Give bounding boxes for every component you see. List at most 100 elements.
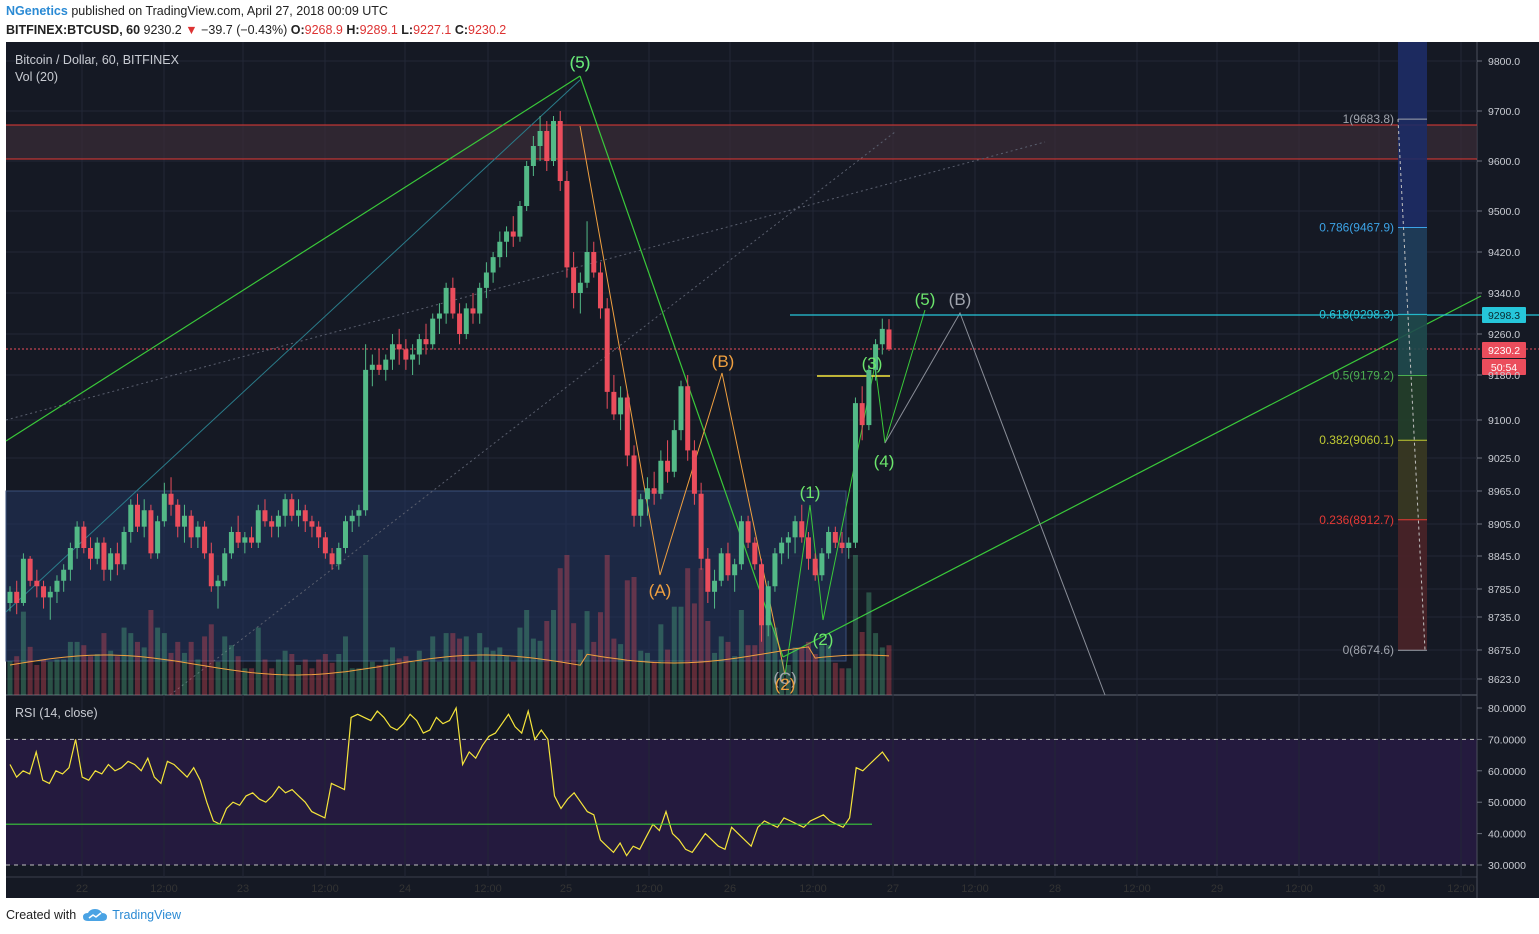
volume-bar bbox=[571, 623, 577, 695]
volume-bar bbox=[718, 636, 724, 695]
candle-body bbox=[41, 586, 47, 598]
candle-body bbox=[671, 430, 677, 472]
volume-bar bbox=[873, 633, 879, 695]
volume-bar bbox=[208, 624, 214, 695]
candle-body bbox=[544, 131, 550, 161]
volume-bar bbox=[329, 662, 335, 695]
volume-bar bbox=[597, 612, 603, 695]
volume-bar bbox=[20, 611, 26, 695]
wave-label: (B) bbox=[712, 352, 735, 371]
candle-body bbox=[698, 493, 704, 559]
volume-bar bbox=[691, 603, 697, 695]
volume-bar bbox=[141, 647, 147, 695]
candle-body bbox=[631, 455, 637, 516]
candle-body bbox=[530, 146, 536, 166]
volume-bar bbox=[155, 627, 161, 695]
candle-body bbox=[309, 521, 315, 527]
rsi-tick-label: 70.0000 bbox=[1488, 734, 1526, 746]
tradingview-link[interactable]: TradingView bbox=[82, 908, 181, 922]
candle-body bbox=[785, 537, 791, 543]
volume-bar bbox=[443, 633, 449, 695]
candle-body bbox=[389, 344, 395, 360]
x-tick-label: 12:00 bbox=[474, 883, 502, 895]
volume-bar bbox=[779, 659, 785, 695]
candle-body bbox=[329, 553, 335, 565]
candle-body bbox=[457, 313, 463, 334]
wave-label: (3) bbox=[862, 354, 883, 373]
rsi-tick-label: 40.0000 bbox=[1488, 829, 1526, 841]
x-tick-label: 24 bbox=[399, 883, 411, 895]
tradingview-cloud-icon bbox=[83, 909, 108, 921]
volume-bar bbox=[54, 659, 60, 695]
author-link[interactable]: NGenetics bbox=[6, 4, 68, 18]
candle-body bbox=[638, 499, 644, 516]
candle-body bbox=[396, 344, 402, 350]
volume-bar bbox=[470, 661, 476, 695]
volume-bar bbox=[262, 659, 268, 695]
volume-bar bbox=[161, 633, 167, 695]
candle-body bbox=[376, 364, 382, 370]
candle-body bbox=[363, 369, 369, 511]
candle-body bbox=[54, 580, 60, 592]
volume-bar bbox=[47, 661, 53, 695]
candle-body bbox=[282, 499, 288, 516]
volume-bar bbox=[624, 580, 630, 695]
candle-body bbox=[215, 580, 221, 587]
volume-bar bbox=[188, 641, 194, 695]
candle-body bbox=[812, 558, 818, 576]
candle-body bbox=[752, 542, 758, 565]
price-tick-label: 9340.0 bbox=[1488, 288, 1520, 300]
candle-body bbox=[725, 553, 731, 576]
volume-bar bbox=[671, 606, 677, 695]
price-tick-label: 9800.0 bbox=[1488, 56, 1520, 68]
candle-body bbox=[208, 553, 214, 587]
symbol-header: BITFINEX:BTCUSD, 60 9230.2 ▼ −39.7 (−0.4… bbox=[6, 23, 506, 37]
volume-bar bbox=[819, 645, 825, 695]
candle-body bbox=[859, 403, 865, 426]
close-value: 9230.2 bbox=[468, 23, 507, 37]
volume-bar bbox=[544, 621, 550, 695]
wave-label: (4) bbox=[874, 452, 895, 471]
fib-band bbox=[1398, 519, 1427, 651]
volume-bar bbox=[839, 668, 845, 695]
wave-label: (2) bbox=[813, 630, 834, 649]
created-with: Created with bbox=[6, 908, 77, 922]
candle-body bbox=[832, 532, 838, 543]
volume-bar bbox=[651, 661, 657, 695]
chart-canvas[interactable]: 1(9683.8) 0.786(9467.9) 0.618(9298.3) 0.5(9… bbox=[0, 40, 1539, 904]
green-trendline-upper bbox=[5, 75, 581, 442]
abc-correction-path bbox=[579, 125, 786, 676]
candle-body bbox=[524, 166, 530, 206]
volume-bar bbox=[551, 610, 557, 695]
candle-body bbox=[644, 488, 650, 500]
volume-bar bbox=[799, 647, 805, 695]
volume-bar bbox=[242, 668, 248, 695]
volume-bar bbox=[658, 624, 664, 695]
volume-bar bbox=[537, 640, 543, 695]
candle-body bbox=[718, 553, 724, 581]
volume-bar bbox=[134, 641, 140, 695]
wave-label: (5) bbox=[915, 290, 936, 309]
low-value: 9227.1 bbox=[413, 23, 452, 37]
volume-bar bbox=[94, 654, 100, 695]
price-badge-label: 50:54 bbox=[1491, 362, 1517, 374]
candle-body bbox=[168, 493, 174, 505]
price-tick-label: 9025.0 bbox=[1488, 453, 1520, 465]
volume-bar bbox=[859, 632, 865, 695]
price-badge bbox=[1482, 342, 1526, 358]
candle-body bbox=[336, 548, 342, 565]
volume-bar bbox=[557, 568, 563, 695]
price-tick-label: 8735.0 bbox=[1488, 612, 1520, 624]
wave-label: (B) bbox=[949, 290, 972, 309]
volume-bar bbox=[7, 661, 13, 695]
candle-body bbox=[275, 515, 281, 527]
candle-body bbox=[255, 510, 261, 543]
volume-bar bbox=[457, 638, 463, 695]
candle-body bbox=[571, 267, 577, 293]
x-tick-label: 30 bbox=[1373, 883, 1385, 895]
volume-bar bbox=[785, 665, 791, 695]
volume-bar bbox=[148, 610, 154, 695]
candle-body bbox=[450, 287, 456, 314]
price-tick-label: 8785.0 bbox=[1488, 584, 1520, 596]
x-tick-label: 12:00 bbox=[1285, 883, 1313, 895]
